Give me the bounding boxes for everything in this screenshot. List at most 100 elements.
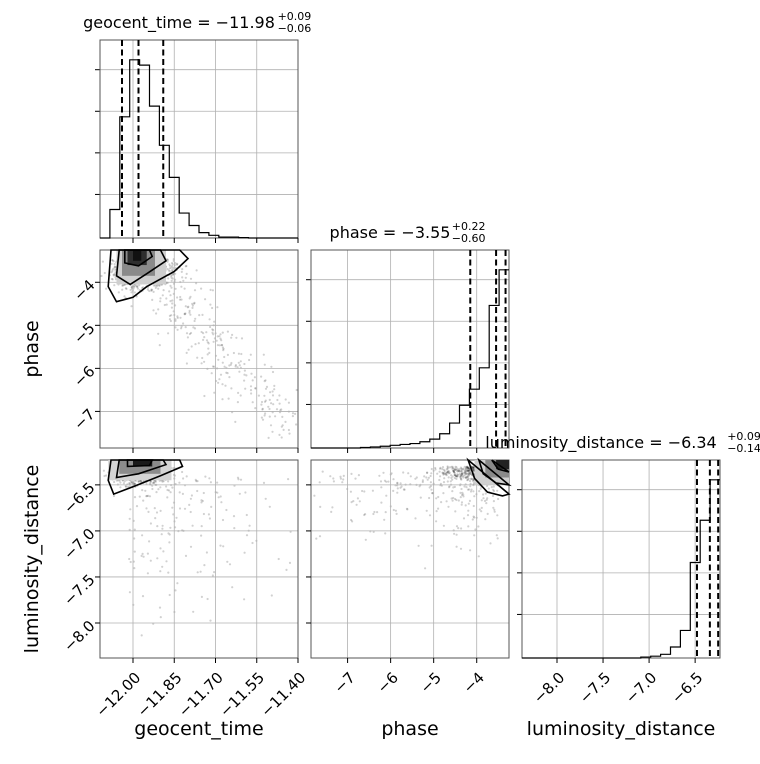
- sample-point: [183, 507, 187, 510]
- sample-point: [484, 518, 487, 521]
- sample-point: [185, 351, 188, 354]
- sample-point: [268, 398, 271, 401]
- sample-point: [192, 326, 195, 329]
- sample-point: [460, 471, 463, 474]
- sample-point: [447, 471, 450, 474]
- sample-point: [463, 470, 467, 473]
- sample-point: [364, 538, 367, 541]
- sample-point: [418, 485, 421, 488]
- sample-point: [464, 476, 467, 479]
- sample-point: [141, 552, 144, 556]
- sample-point: [350, 472, 353, 475]
- sample-point: [146, 572, 149, 575]
- sample-point: [480, 499, 483, 502]
- sample-point: [112, 274, 115, 277]
- sample-point: [453, 471, 456, 474]
- x-tick-label: −7: [331, 669, 359, 697]
- sample-point: [216, 481, 219, 484]
- sample-point: [169, 491, 172, 494]
- sample-point: [217, 358, 220, 361]
- sample-point: [484, 492, 487, 495]
- sample-point: [195, 480, 198, 483]
- sample-point: [248, 358, 251, 362]
- sample-point: [219, 495, 222, 498]
- sample-point: [459, 476, 462, 479]
- sample-point: [221, 361, 224, 364]
- sample-point: [133, 285, 136, 289]
- sample-point: [379, 480, 383, 483]
- sample-point: [399, 482, 402, 485]
- sample-point: [399, 486, 402, 489]
- x-tick-label: −7.0: [622, 669, 660, 707]
- sample-point: [458, 469, 461, 472]
- sample-point: [130, 480, 133, 483]
- sample-point: [188, 332, 191, 336]
- sample-point: [456, 475, 459, 478]
- sample-point: [426, 471, 429, 474]
- sample-point: [207, 342, 210, 345]
- sample-point: [383, 479, 387, 482]
- sample-point: [468, 472, 471, 476]
- sample-point: [192, 610, 195, 613]
- sample-point: [200, 525, 203, 528]
- sample-point: [468, 469, 471, 472]
- sample-point: [201, 313, 204, 316]
- sample-point: [464, 467, 467, 470]
- sample-point: [260, 416, 263, 419]
- sample-point: [168, 263, 171, 266]
- sample-point: [170, 266, 173, 269]
- sample-point: [465, 466, 468, 469]
- sample-point: [435, 520, 438, 523]
- sample-point: [321, 470, 324, 473]
- sample-point: [485, 485, 489, 488]
- sample-point: [339, 475, 342, 478]
- sample-point: [460, 503, 463, 506]
- sample-point: [458, 468, 461, 471]
- sample-point: [448, 485, 451, 488]
- sample-point: [456, 470, 459, 473]
- sample-point: [156, 557, 159, 560]
- sample-point: [466, 475, 469, 479]
- sample-point: [460, 473, 463, 476]
- sample-point: [341, 481, 344, 484]
- sample-point: [114, 265, 117, 269]
- sample-point: [236, 366, 239, 369]
- sample-point: [468, 488, 471, 491]
- sample-point: [473, 534, 476, 537]
- sample-point: [260, 375, 263, 378]
- sample-point: [465, 472, 468, 475]
- sample-point: [442, 492, 445, 495]
- sample-point: [330, 510, 333, 513]
- sample-point: [183, 312, 186, 315]
- sample-point: [218, 335, 221, 338]
- sample-point: [315, 537, 318, 540]
- sample-point: [285, 568, 288, 572]
- sample-point: [465, 486, 468, 489]
- sample-point: [174, 287, 177, 290]
- sample-point: [270, 594, 273, 597]
- sample-point: [472, 468, 476, 471]
- sample-point: [417, 544, 420, 547]
- sample-point: [445, 472, 448, 475]
- sample-point: [382, 471, 385, 474]
- sample-point: [403, 488, 406, 491]
- sample-point: [232, 351, 235, 355]
- sample-point: [124, 484, 127, 488]
- sample-point: [442, 524, 445, 527]
- sample-point: [454, 468, 457, 471]
- sample-point: [225, 371, 228, 374]
- sample-point: [263, 400, 267, 403]
- sample-point: [457, 473, 460, 476]
- sample-point: [184, 326, 187, 329]
- sample-point: [178, 491, 181, 494]
- sample-point: [141, 595, 145, 598]
- sample-point: [459, 475, 462, 478]
- sample-point: [446, 466, 449, 469]
- sample-point: [203, 336, 206, 339]
- sample-point: [141, 286, 144, 290]
- sample-point: [385, 480, 388, 483]
- sample-point: [194, 317, 197, 320]
- sample-point: [265, 385, 269, 388]
- sample-point: [378, 474, 381, 477]
- sample-point: [318, 481, 321, 484]
